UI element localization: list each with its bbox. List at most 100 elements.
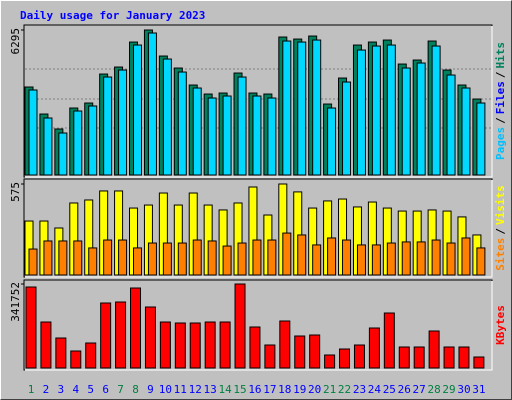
bar (43, 117, 53, 176)
bar (237, 76, 247, 176)
x-tick-label: 2 (43, 383, 50, 396)
bar (312, 244, 322, 276)
bar (162, 58, 172, 176)
x-tick-label: 18 (278, 383, 291, 396)
bar (416, 62, 426, 176)
bar (222, 95, 232, 176)
bar (413, 346, 425, 369)
bar (177, 242, 187, 276)
bar (144, 306, 156, 369)
bar (356, 49, 366, 176)
bar (398, 346, 410, 369)
x-tick-label: 14 (218, 383, 232, 396)
bar (416, 241, 426, 276)
y-tick-label: 341752 (9, 282, 22, 322)
x-tick-label: 20 (308, 383, 321, 396)
x-tick-label: 17 (263, 383, 276, 396)
bar (282, 40, 292, 176)
x-tick-label: 4 (72, 383, 79, 396)
bar (386, 242, 396, 276)
legend-entry: / (494, 71, 507, 78)
bar (55, 337, 67, 369)
bar (386, 44, 396, 176)
bar (356, 244, 366, 276)
y-tick-label: 575 (9, 182, 22, 202)
x-tick-label: 29 (442, 383, 455, 396)
panel-highlight (25, 180, 493, 278)
bar (297, 41, 307, 176)
bar (133, 44, 143, 176)
bar (234, 283, 246, 369)
bar (25, 286, 37, 369)
bar (174, 322, 186, 369)
x-tick-label: 7 (117, 383, 124, 396)
bar (207, 240, 217, 276)
bar (73, 110, 83, 176)
bar (192, 239, 202, 276)
bar (249, 326, 261, 369)
legend-entry: Hits (494, 42, 507, 69)
x-tick-label: 9 (147, 383, 154, 396)
bar (327, 107, 337, 176)
legend-entry: Pages (494, 127, 507, 160)
x-tick-label: 8 (132, 383, 139, 396)
x-tick-label: 10 (159, 383, 172, 396)
x-tick-label: 6 (102, 383, 109, 396)
bar (70, 350, 82, 369)
legend-entry: / (494, 117, 507, 124)
bar (267, 97, 277, 176)
bar (103, 239, 113, 276)
bar (58, 132, 68, 176)
legend-entry: Sites (494, 238, 507, 271)
bar (28, 89, 38, 176)
bar (40, 321, 52, 369)
x-tick-label: 22 (338, 383, 351, 396)
bar (252, 95, 262, 176)
x-tick-label: 3 (58, 383, 65, 396)
bar (28, 248, 38, 276)
legend-entry: / (494, 228, 507, 235)
x-tick-label: 23 (353, 383, 366, 396)
x-tick-label: 30 (457, 383, 470, 396)
bar (342, 239, 352, 276)
bar (133, 247, 143, 276)
x-tick-label: 11 (174, 383, 187, 396)
bar (85, 342, 97, 369)
x-tick-label: 15 (233, 383, 246, 396)
bar (401, 241, 411, 276)
bar (446, 74, 456, 176)
bar (428, 330, 440, 369)
legend: KBytes (494, 305, 507, 345)
bar (58, 240, 68, 276)
bar (264, 344, 276, 369)
bar (294, 335, 306, 369)
bar (219, 321, 231, 369)
bar (88, 247, 98, 276)
bar (73, 240, 83, 276)
bar (324, 354, 336, 369)
bar (368, 327, 380, 369)
panel-highlight (25, 281, 493, 371)
bar (476, 102, 486, 176)
bar (43, 240, 53, 276)
bar (100, 302, 112, 369)
x-tick-label: 31 (472, 383, 485, 396)
bar (267, 239, 277, 276)
x-tick-label: 25 (383, 383, 396, 396)
bar (327, 237, 337, 276)
x-tick-label: 16 (248, 383, 261, 396)
bar (473, 356, 485, 369)
bar (222, 245, 232, 276)
y-tick-label: 6295 (9, 28, 22, 55)
bar (192, 87, 202, 176)
bar (431, 239, 441, 276)
bar (339, 348, 351, 369)
x-tick-label: 1 (28, 383, 35, 396)
bar (476, 247, 486, 276)
bar (207, 97, 217, 176)
bar (383, 312, 395, 369)
bar (118, 69, 128, 176)
bar (312, 39, 322, 176)
bar (297, 234, 307, 276)
